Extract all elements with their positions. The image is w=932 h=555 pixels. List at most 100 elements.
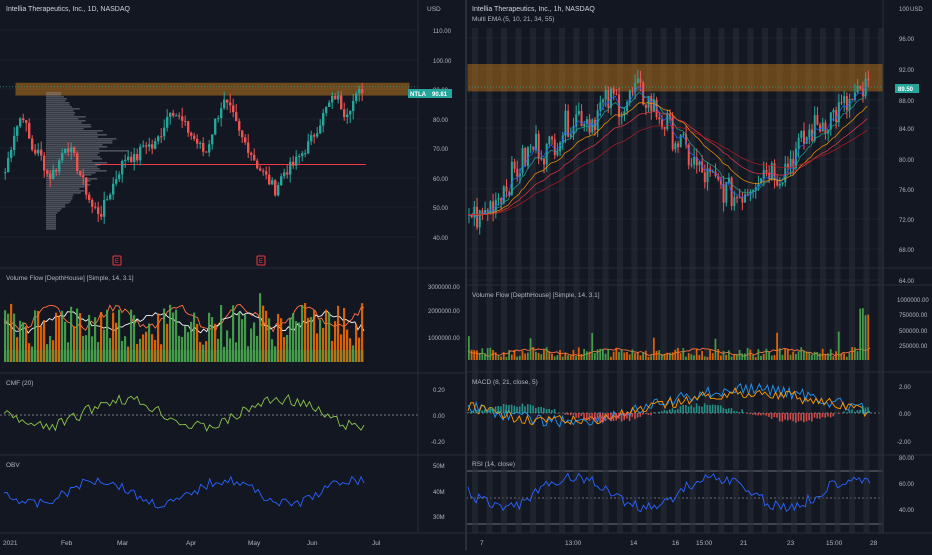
symbol-badge-text: NTLA xyxy=(410,92,427,98)
macd-histogram-bar xyxy=(500,406,502,413)
macd-histogram-bar xyxy=(548,409,550,413)
volume-flow-bar xyxy=(701,351,703,360)
macd-histogram-bar xyxy=(707,405,709,413)
volume-profile-bar xyxy=(46,160,92,162)
candle-body xyxy=(40,150,42,156)
volume-flow-bar xyxy=(715,339,717,360)
candle-body xyxy=(328,103,330,107)
macd-histogram-bar xyxy=(763,413,765,415)
volume-flow-bar xyxy=(867,315,869,360)
candle-body xyxy=(304,153,306,154)
volume-flow-bar xyxy=(688,353,690,360)
y-tick-label: 70.00 xyxy=(433,147,449,153)
macd-histogram-bar xyxy=(567,413,569,415)
y-tick-label: 110.00 xyxy=(433,29,452,35)
volume-flow-bar xyxy=(497,355,499,360)
macd-histogram-bar xyxy=(570,413,572,415)
macd-histogram-bar xyxy=(527,404,529,413)
macd-histogram-bar xyxy=(484,409,486,413)
macd-histogram-bar xyxy=(540,407,542,413)
volume-profile-bar xyxy=(46,112,75,114)
candle-body xyxy=(148,144,150,146)
earnings-marker-label: E xyxy=(259,259,263,265)
macd-histogram-bar xyxy=(776,413,778,418)
volume-profile-bar xyxy=(46,156,100,158)
candle-body xyxy=(226,100,228,103)
candle-body xyxy=(187,121,189,133)
session-band xyxy=(777,28,783,533)
candle-body xyxy=(803,131,805,144)
macd-histogram-bar xyxy=(747,413,749,414)
macd-histogram-bar xyxy=(516,407,518,413)
volume-tick-label: 250000.00 xyxy=(899,344,928,350)
macd-histogram-bar xyxy=(811,413,813,421)
macd-histogram-bar xyxy=(554,409,556,413)
volume-flow-bar xyxy=(811,355,813,360)
volume-flow-bar xyxy=(806,352,808,360)
volume-profile-bar xyxy=(46,122,82,124)
x-tick-label: 16 xyxy=(672,540,680,547)
candle-body xyxy=(4,172,6,173)
x-tick-label: 21 xyxy=(740,540,748,547)
x-tick-label: 2021 xyxy=(3,540,18,547)
x-tick-label: 15:00 xyxy=(696,540,713,547)
candle-body xyxy=(184,121,186,122)
volume-flow-bar xyxy=(717,349,719,360)
macd-histogram-bar xyxy=(503,404,505,413)
volume-flow-bar xyxy=(854,347,856,360)
y-tick-label: 100.00 xyxy=(433,59,452,65)
candle-body xyxy=(637,78,639,83)
volume-tick-label: 3000000.00 xyxy=(428,285,460,291)
volume-flow-bar xyxy=(690,354,692,360)
candle-body xyxy=(666,114,668,129)
macd-histogram-bar xyxy=(717,405,719,413)
session-band xyxy=(690,28,696,533)
candle-body xyxy=(250,153,252,155)
candle-body xyxy=(741,197,743,202)
rsi-tick-label: 40.00 xyxy=(899,508,915,514)
candle-body xyxy=(548,137,550,144)
candle-body xyxy=(355,93,357,101)
candle-body xyxy=(106,199,108,200)
candle-body xyxy=(319,126,321,134)
macd-histogram-bar xyxy=(760,413,762,415)
macd-histogram-bar xyxy=(489,407,491,413)
macd-histogram-bar xyxy=(634,413,636,419)
candle-body xyxy=(253,155,255,161)
candle-body xyxy=(725,182,727,203)
macd-histogram-bar xyxy=(591,413,593,419)
candle-body xyxy=(607,90,609,108)
macd-histogram-bar xyxy=(859,410,861,413)
candle-body xyxy=(277,185,279,195)
volume-flow-bar xyxy=(629,354,631,360)
candle-body xyxy=(859,86,861,89)
candle-body xyxy=(247,142,249,152)
y-tick-label: 88.00 xyxy=(899,99,915,105)
macd-histogram-bar xyxy=(594,413,596,421)
candle-body xyxy=(109,195,111,200)
volume-flow-bar xyxy=(648,357,650,360)
volume-flow-bar xyxy=(744,353,746,360)
volume-flow-bar xyxy=(618,352,620,360)
candle-body xyxy=(690,164,692,165)
volume-flow-bar xyxy=(487,348,489,360)
y-tick-label: 84.00 xyxy=(899,127,915,133)
volume-flow-bar xyxy=(506,357,508,360)
volume-flow-bar xyxy=(712,353,714,360)
volume-flow-bar xyxy=(677,348,679,360)
y-tick-label: 60.00 xyxy=(433,177,449,183)
macd-histogram-bar xyxy=(782,413,784,422)
volume-flow-bar xyxy=(599,349,601,360)
macd-histogram-bar xyxy=(867,407,869,413)
volume-flow-bar xyxy=(790,355,792,360)
volume-profile-bar xyxy=(46,96,64,98)
session-band xyxy=(806,28,812,533)
volume-flow-bar xyxy=(481,348,483,360)
volume-profile-bar xyxy=(46,102,69,104)
candle-body xyxy=(567,111,569,137)
macd-tick-label: 2.00 xyxy=(899,385,911,391)
macd-histogram-bar xyxy=(479,410,481,413)
candle-body xyxy=(241,131,243,138)
candle-body xyxy=(112,184,114,195)
